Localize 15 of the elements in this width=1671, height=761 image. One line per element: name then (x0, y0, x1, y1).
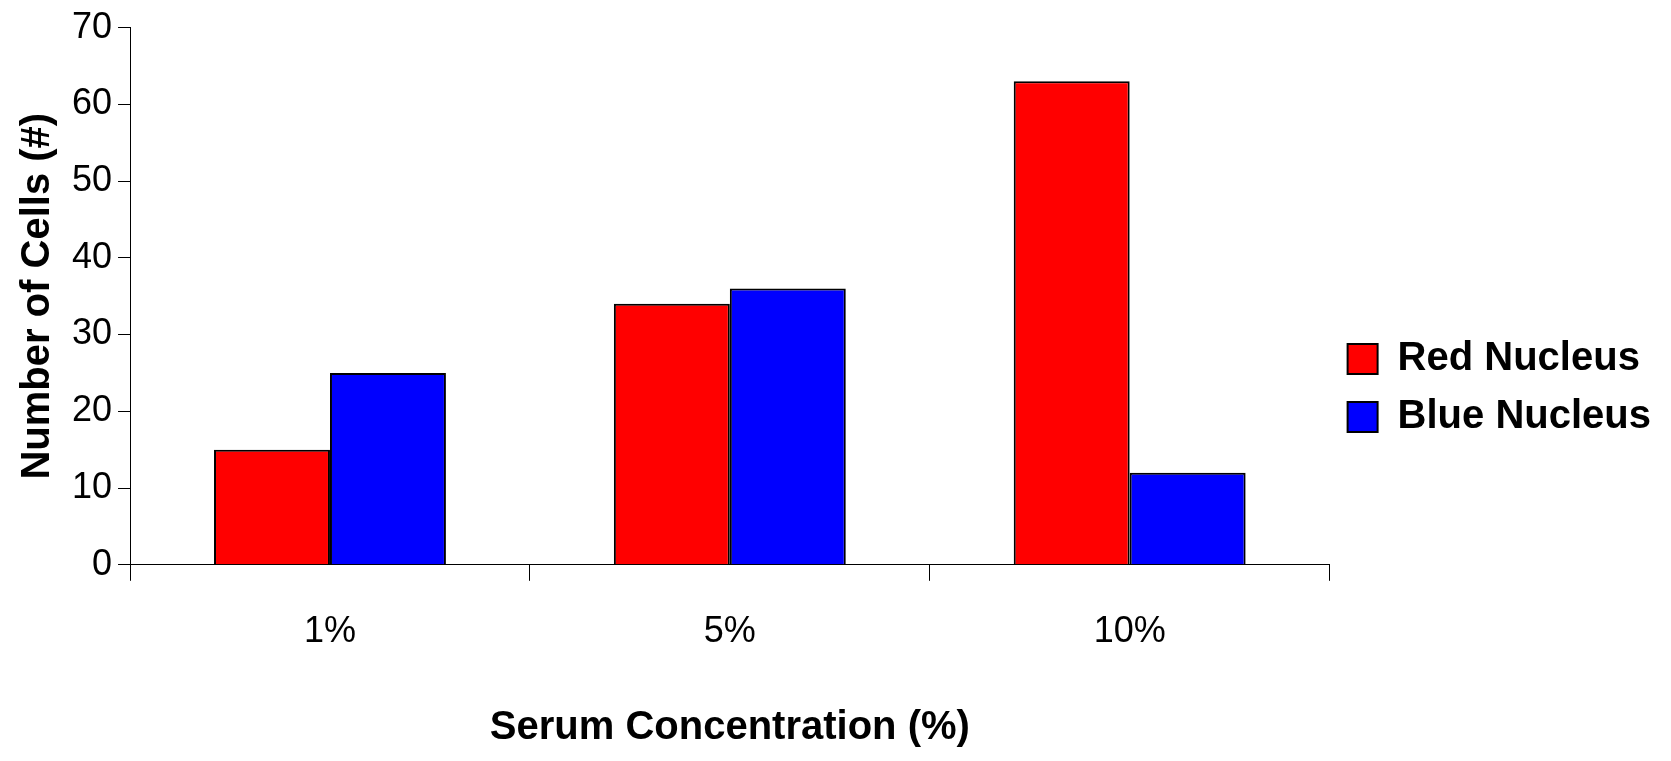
y-tick-label: 20 (72, 388, 113, 430)
legend-label: Blue Nucleus (1397, 392, 1652, 437)
y-tick-label: 10 (72, 464, 113, 506)
x-tick-label: 1% (303, 609, 356, 651)
x-axis-title: Serum Concentration (%) (489, 703, 970, 748)
y-tick-label: 50 (72, 158, 113, 200)
y-axis-title: Number of Cells (#) (13, 112, 58, 480)
y-tick-label: 70 (72, 4, 113, 46)
x-tick-label: 5% (703, 609, 756, 651)
x-tick-label: 10% (1093, 609, 1166, 651)
y-tick-label: 60 (72, 81, 113, 123)
legend-label: Red Nucleus (1397, 334, 1640, 379)
y-tick-label: 0 (92, 541, 113, 583)
y-tick-label: 40 (72, 234, 113, 276)
y-tick-label: 30 (72, 311, 113, 353)
